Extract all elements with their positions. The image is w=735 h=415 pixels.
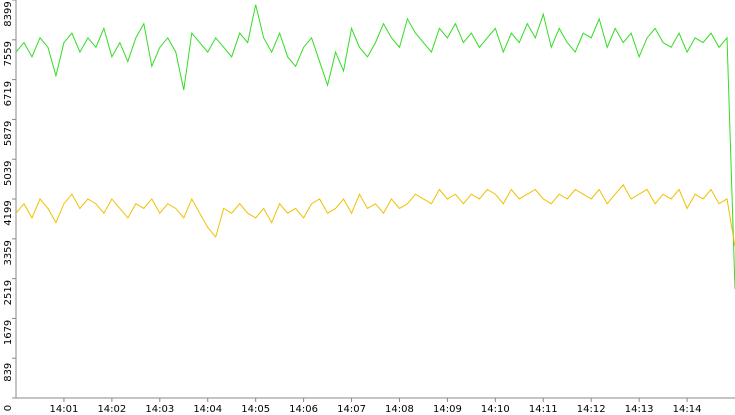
- x-tick-label: 14:09: [433, 404, 462, 415]
- y-tick-label: 4199: [3, 200, 14, 225]
- x-tick-label: 14:08: [385, 404, 414, 415]
- x-tick-label: 14:06: [289, 404, 318, 415]
- y-tick-label: 6719: [3, 81, 14, 106]
- y-tick-label: 2519: [3, 280, 14, 305]
- y-tick-label: 839: [3, 363, 14, 382]
- y-tick-label: 8399: [3, 1, 14, 26]
- x-tick-label: 14:13: [625, 404, 654, 415]
- x-tick-label: 14:01: [50, 404, 79, 415]
- y-tick-label: 5039: [3, 160, 14, 185]
- y-tick-label: 5879: [3, 121, 14, 146]
- x-tick-label: 14:11: [529, 404, 558, 415]
- x-tick-label: 14:10: [481, 404, 510, 415]
- x-tick-label: 14:12: [577, 404, 606, 415]
- x-tick-label: 14:03: [145, 404, 174, 415]
- y-tick-label: 0: [3, 405, 14, 411]
- x-tick-label: 14:02: [97, 404, 126, 415]
- x-tick-label: 14:05: [241, 404, 270, 415]
- x-tick-label: 14:04: [193, 404, 222, 415]
- series-line: [15, 183, 735, 247]
- y-tick-label: 1679: [3, 320, 14, 345]
- x-tick-label: 14:07: [337, 404, 366, 415]
- series-line: [15, 4, 735, 290]
- x-tick-label: 14:14: [673, 404, 702, 415]
- y-tick-label: 7559: [3, 41, 14, 66]
- y-tick-label: 3359: [3, 240, 14, 265]
